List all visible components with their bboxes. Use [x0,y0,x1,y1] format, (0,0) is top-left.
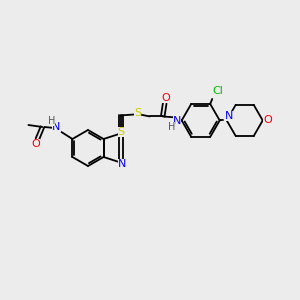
Text: N: N [52,122,61,132]
Text: N: N [172,116,181,126]
Text: O: O [31,139,40,149]
Text: S: S [134,108,141,118]
Text: S: S [118,128,125,137]
Text: Cl: Cl [213,86,224,96]
Text: O: O [161,93,170,103]
Text: H: H [48,116,55,126]
Text: H: H [168,122,176,132]
Text: N: N [118,159,126,169]
Text: O: O [263,116,272,125]
Text: N: N [224,111,233,122]
